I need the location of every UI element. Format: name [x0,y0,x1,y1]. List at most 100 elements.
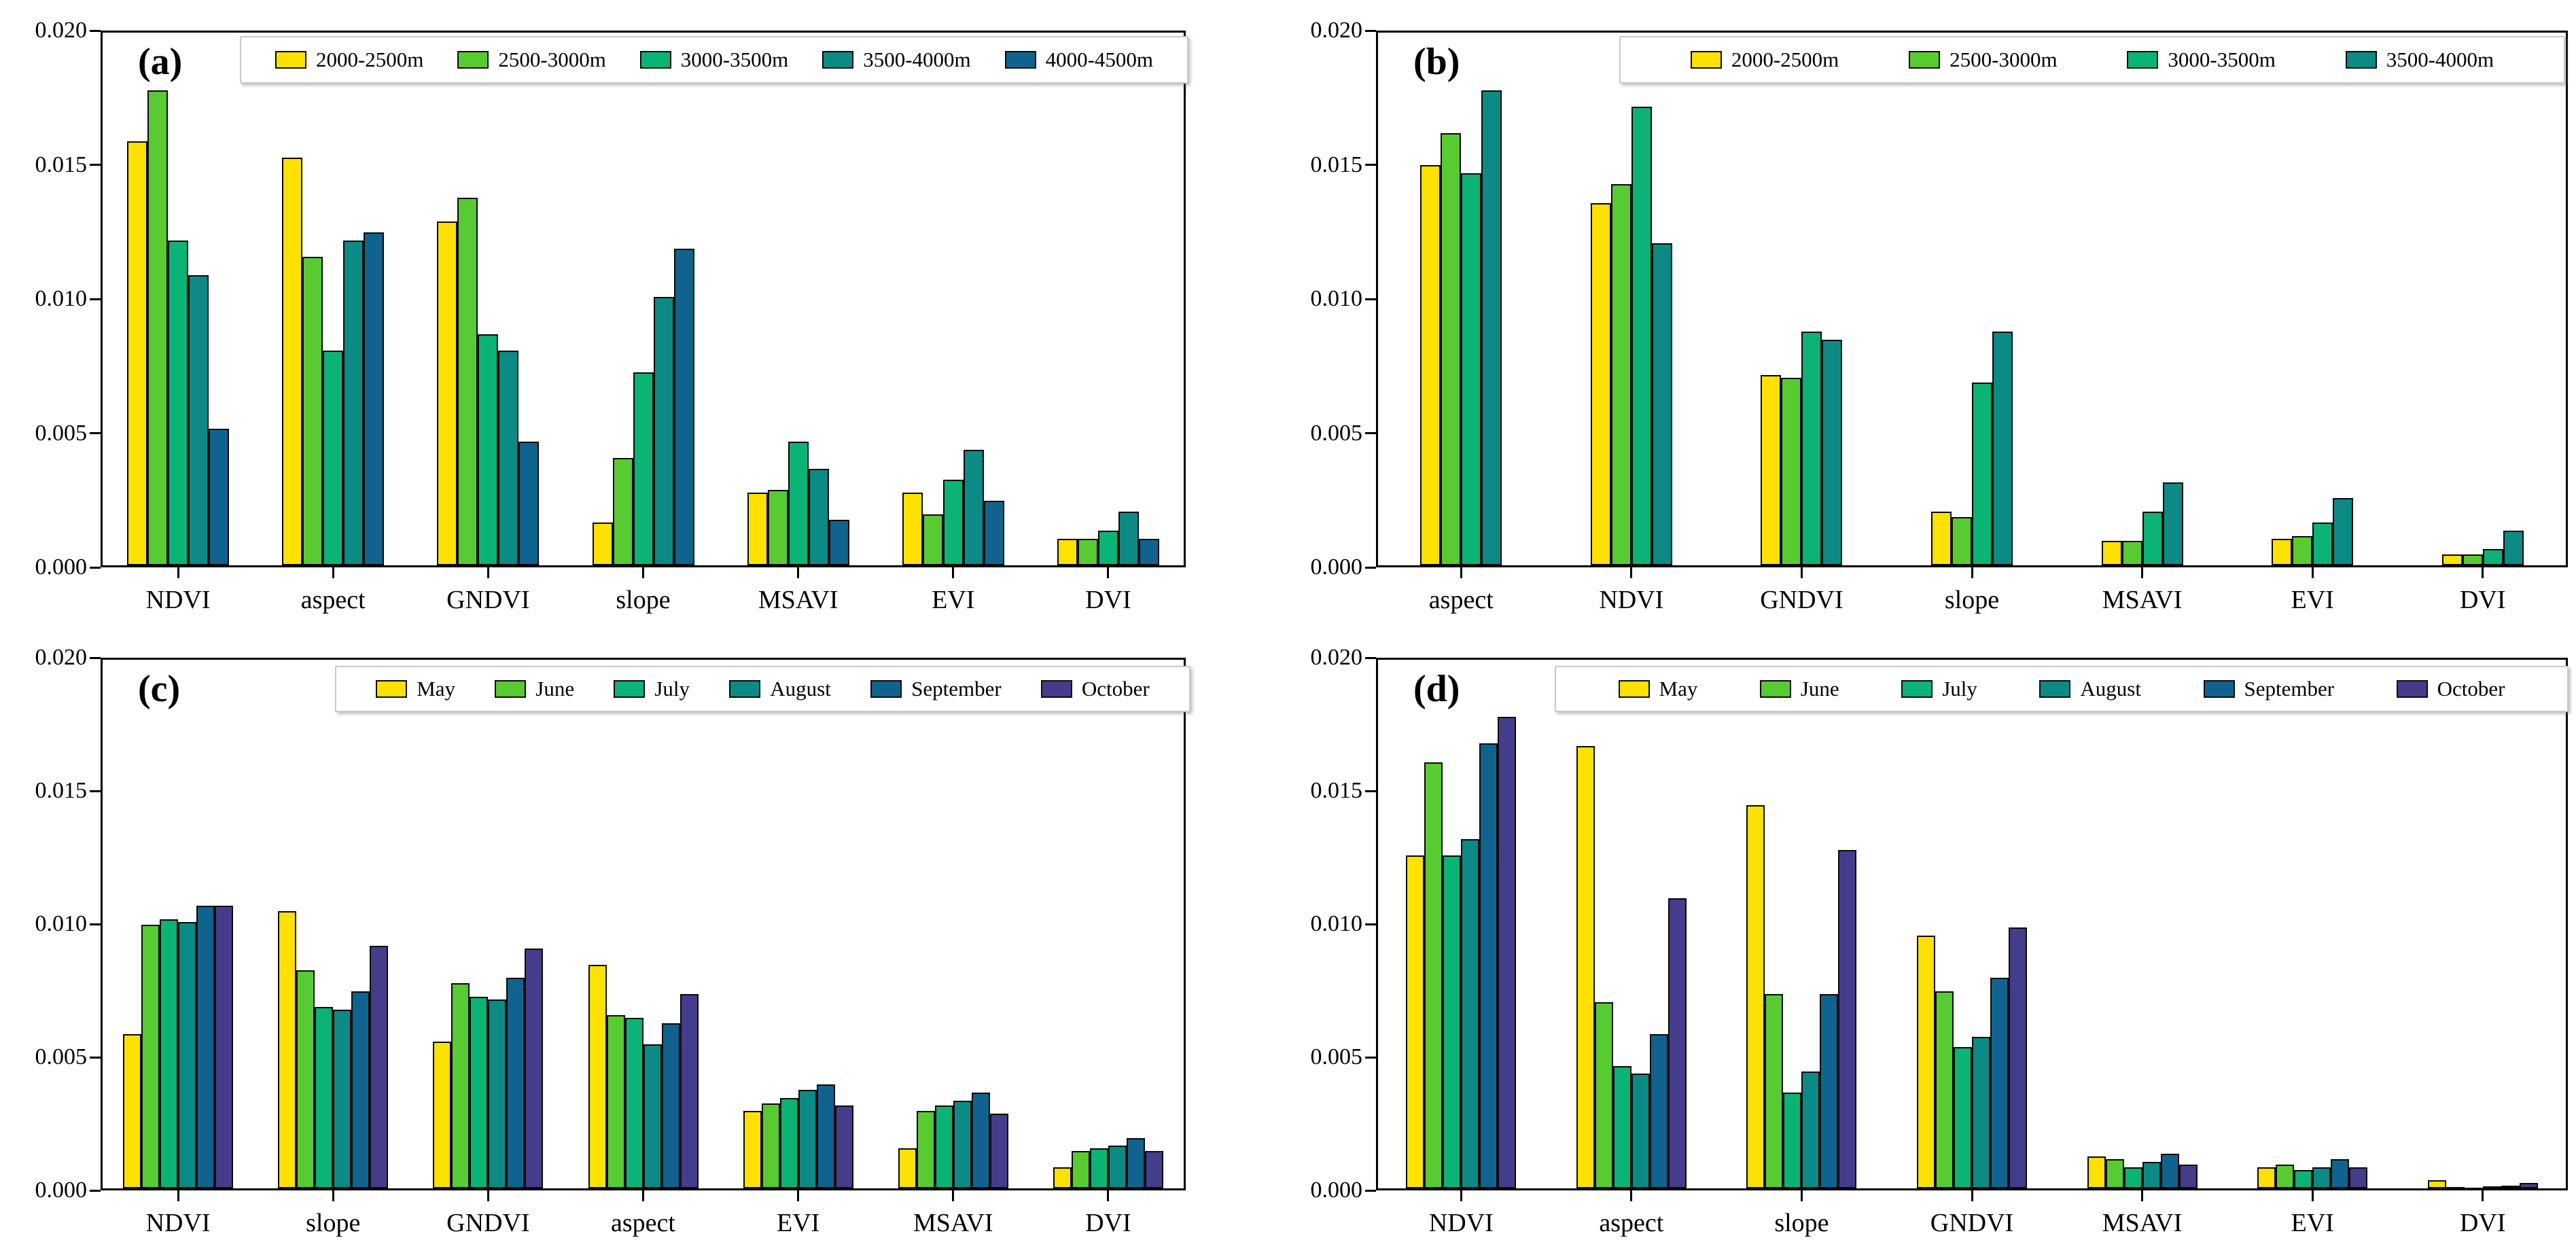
x-tick-mark [2482,1190,2484,1201]
x-tick-mark [1971,1190,1973,1201]
bar-d-slope-May [1746,804,1765,1188]
bar-b-aspect-2000-2500m [1420,165,1441,565]
x-category-label: GNDVI [1760,586,1843,614]
y-tick-mark [1365,432,1376,434]
bar-c-slope-September [351,991,370,1188]
y-tick-label: 0.015 [35,778,88,803]
x-category-label: GNDVI [1930,1209,2014,1237]
bar-d-slope-June [1765,993,1784,1188]
bar-b-DVI-2500-3000m [2462,554,2483,565]
x-category-label: aspect [611,1209,675,1237]
legend-item: June [495,677,574,701]
bar-c-MSAVI-June [916,1111,935,1188]
bar-d-MSAVI-August [2142,1161,2161,1188]
bar-c-NDVI-September [196,906,215,1188]
y-tick-mark [1365,923,1376,925]
panel-letter-a: (a) [138,41,183,83]
x-tick-mark [1107,1190,1110,1201]
legend-swatch-icon [457,51,489,69]
y-tick-mark [90,566,101,569]
bar-d-DVI-May [2427,1180,2446,1188]
legend-a: 2000-2500m 2500-3000m 3000-3500m 3500-4000m… [240,36,1188,84]
legend-swatch-icon [1040,680,1072,698]
x-tick-mark [952,1190,955,1201]
x-tick-mark [487,1190,489,1201]
legend-label: June [535,677,575,701]
bar-a-NDVI-3500-4000m [188,275,209,565]
bar-d-GNDVI-June [1935,991,1954,1188]
x-category-label: EVI [2291,1209,2334,1237]
bar-a-DVI-2000-2500m [1057,538,1078,565]
bar-d-NDVI-October [1498,717,1517,1188]
bar-a-slope-4000-4500m [673,248,694,565]
legend-label: May [1659,677,1698,701]
bar-b-DVI-2000-2500m [2441,554,2463,565]
bar-c-MSAVI-August [953,1100,972,1188]
x-tick-mark [642,567,644,578]
bar-b-NDVI-3500-4000m [1651,243,1672,565]
bar-d-DVI-June [2446,1187,2465,1190]
x-tick-mark [1460,567,1462,578]
bar-c-MSAVI-July [934,1105,953,1188]
bar-d-GNDVI-October [2009,927,2027,1188]
legend-label: July [654,677,690,701]
x-tick-mark [952,567,955,578]
x-category-label: NDVI [1428,1209,1494,1237]
legend-item: October [1040,677,1150,701]
bar-a-NDVI-3000-3500m [168,241,189,565]
bar-d-NDVI-June [1424,762,1443,1188]
bar-a-aspect-3500-4000m [343,241,364,565]
legend-label: 3000-3500m [2168,48,2276,71]
y-tick-label: 0.000 [35,554,88,580]
bar-c-EVI-October [834,1105,853,1188]
y-tick-mark [90,1056,101,1059]
x-category-label: MSAVI [2102,1209,2183,1237]
y-tick-mark [90,432,101,434]
bar-d-slope-August [1801,1071,1820,1188]
bar-d-NDVI-May [1406,855,1425,1188]
bar-d-NDVI-July [1443,855,1462,1188]
bar-c-GNDVI-July [470,996,489,1188]
legend-item: August [729,677,831,701]
legend-swatch-icon [376,680,408,698]
bar-a-aspect-4000-4500m [364,232,385,565]
x-tick-mark [2141,567,2144,578]
x-tick-mark [797,1190,800,1201]
legend-label: October [2437,677,2505,701]
legend-swatch-icon [2203,680,2235,698]
bar-a-slope-2500-3000m [612,458,633,565]
x-tick-mark [797,567,800,578]
bar-c-slope-July [315,1007,334,1188]
x-tick-mark [1800,567,1803,578]
legend-swatch-icon [495,680,527,698]
bar-c-NDVI-May [123,1033,142,1188]
bar-b-EVI-3000-3500m [2312,522,2333,565]
bar-c-NDVI-August [178,922,197,1188]
bar-a-DVI-3500-4000m [1118,512,1139,565]
y-tick-mark [90,164,101,166]
bar-c-DVI-September [1126,1137,1145,1188]
y-tick-mark [1365,298,1376,300]
bar-c-aspect-August [643,1044,662,1188]
bar-c-slope-June [296,970,315,1188]
legend-c: May June July August September October [335,666,1190,712]
bar-a-EVI-4000-4500m [983,501,1004,565]
y-tick-mark [90,656,101,659]
bar-b-NDVI-3000-3500m [1631,106,1652,565]
x-tick-mark [1107,567,1110,578]
legend-swatch-icon [1759,680,1791,698]
legend-swatch-icon [729,680,761,698]
bar-d-NDVI-August [1461,839,1480,1188]
bar-a-DVI-4000-4500m [1138,538,1159,565]
y-tick-label: 0.020 [35,18,88,43]
bar-d-MSAVI-May [2087,1156,2106,1188]
legend-item: 3500-4000m [822,48,971,72]
x-tick-mark [177,1190,179,1201]
x-category-label: EVI [2291,586,2334,614]
bar-d-aspect-August [1631,1074,1650,1188]
x-category-label: aspect [1599,1209,1664,1237]
x-tick-mark [1630,567,1633,578]
panel-letter-b: (b) [1413,41,1460,83]
x-category-label: DVI [2459,1209,2506,1237]
panel-letter-d: (d) [1413,668,1460,710]
